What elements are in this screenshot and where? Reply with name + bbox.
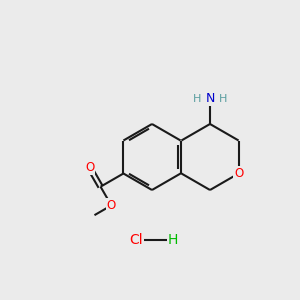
Text: Cl: Cl [130,233,143,247]
Text: O: O [85,161,94,175]
Text: N: N [205,92,215,105]
Text: H: H [218,94,227,103]
Text: O: O [234,167,243,180]
Text: H: H [193,94,202,103]
Text: H: H [167,233,178,247]
Text: O: O [107,199,116,212]
